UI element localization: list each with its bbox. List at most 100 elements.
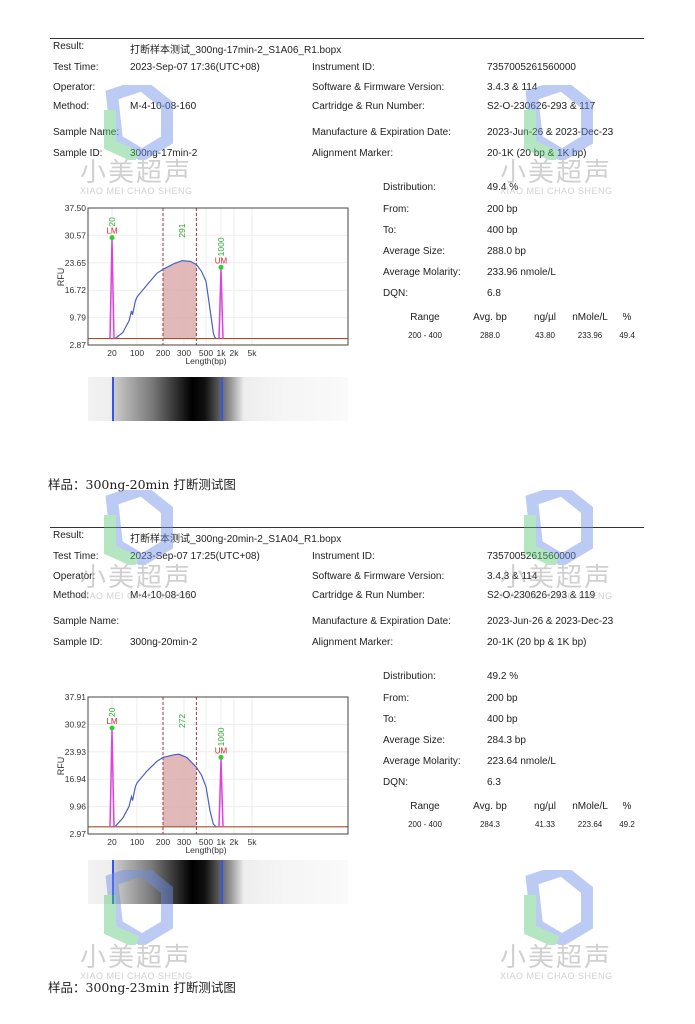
x-tick-label: 5k xyxy=(248,837,258,847)
avg-molarity-value: 223.64 nmole/L xyxy=(487,756,556,767)
report-section: Result: 打断样本测试_300ng-20min-2_S1A04_R1.bop… xyxy=(0,527,695,997)
table-cell: 41.33 xyxy=(534,820,556,829)
marker-size-label: 20 xyxy=(107,707,117,717)
table-cell: 284.3 xyxy=(479,820,501,829)
y-tick-label: 37.50 xyxy=(65,203,87,213)
test-time-value: 2023-Sep-07 17:36(UTC+08) xyxy=(130,62,260,73)
y-tick-label: 2.97 xyxy=(69,829,86,839)
software-label: Software & Firmware Version: xyxy=(312,571,445,582)
result-label: Result: xyxy=(53,41,85,52)
x-axis-label: Length(bp) xyxy=(185,845,226,855)
to-value: 400 bp xyxy=(487,225,518,236)
result-value: 打断样本测试_300ng-20min-2_S1A04_R1.bopx xyxy=(130,534,342,545)
gel-image xyxy=(88,377,348,421)
marker-band xyxy=(112,860,114,904)
x-tick-label: 20 xyxy=(107,837,117,847)
method-value: M-4-10-08-160 xyxy=(130,590,197,601)
software-value: 3.4.3 & 114 xyxy=(487,571,538,582)
marker-size-label: 1000 xyxy=(216,237,226,256)
sample-name-label: Sample Name: xyxy=(53,127,120,138)
x-tick-label: 2k xyxy=(230,348,240,358)
table-header: Range xyxy=(410,312,440,323)
method-label: Method: xyxy=(53,101,90,112)
alignment-value: 20-1K (20 bp & 1K bp) xyxy=(487,637,587,648)
x-tick-label: 500 xyxy=(199,348,213,358)
divider xyxy=(50,38,644,39)
y-tick-label: 9.96 xyxy=(69,802,86,812)
marker-label: UM xyxy=(215,746,228,755)
x-axis-label: Length(bp) xyxy=(185,356,226,366)
table-header: nMole/L xyxy=(572,801,608,812)
table-header: Range xyxy=(410,801,440,812)
sample-id-value: 300ng-20min-2 xyxy=(130,637,198,648)
cartridge-value: S2-O-230626-293 & 119 xyxy=(487,590,596,601)
plot-frame xyxy=(87,207,349,346)
from-value: 200 bp xyxy=(487,204,518,215)
x-tick-label: 200 xyxy=(156,348,170,358)
x-tick-label: 100 xyxy=(130,348,144,358)
peak-size-label: 291 xyxy=(177,223,187,237)
table-header: nMole/L xyxy=(572,312,608,323)
result-label: Result: xyxy=(53,530,85,541)
sample-curve xyxy=(115,260,217,340)
from-label: From: xyxy=(383,204,410,215)
operator-label: Operator: xyxy=(53,571,96,582)
sample-curve xyxy=(115,753,217,828)
avg-size-label: Average Size: xyxy=(383,246,446,257)
table-cell: 49.4 xyxy=(619,331,635,340)
distribution-label: Distribution: xyxy=(383,671,436,682)
table-cell: 43.80 xyxy=(534,331,556,340)
x-tick-label: 20 xyxy=(107,348,117,358)
table-cell: 223.64 xyxy=(577,820,603,829)
electropherogram-chart: 37.9130.9223.9316.949.962.97LM20UM100027… xyxy=(56,692,349,855)
x-tick-label: 200 xyxy=(156,837,170,847)
table-header: Avg. bp xyxy=(473,801,507,812)
selected-region xyxy=(163,260,197,339)
from-label: From: xyxy=(383,693,410,704)
marker-size-label: 20 xyxy=(107,217,117,227)
distribution-value: 49.2 % xyxy=(487,671,519,682)
y-axis-label: RFU xyxy=(56,268,66,287)
cartridge-label: Cartridge & Run Number: xyxy=(312,590,425,601)
table-cell: 200 - 400 xyxy=(408,820,442,829)
alignment-value: 20-1K (20 bp & 1K bp) xyxy=(487,148,587,159)
instrument-id-label: Instrument ID: xyxy=(312,551,375,562)
electropherogram-chart: 37.5030.5723.6516.729.792.87LM20UM100029… xyxy=(56,203,349,366)
dqn-label: DQN: xyxy=(383,288,408,299)
instrument-id-value: 7357005261560000 xyxy=(487,551,576,562)
table-header: ng/µl xyxy=(534,312,556,323)
dqn-value: 6.3 xyxy=(487,777,501,788)
dqn-label: DQN: xyxy=(383,777,408,788)
to-label: To: xyxy=(383,714,397,725)
manufacture-label: Manufacture & Expiration Date: xyxy=(312,127,451,138)
marker-dot xyxy=(218,264,224,270)
table-cell: 200 - 400 xyxy=(408,331,442,340)
test-time-label: Test Time: xyxy=(53,551,99,562)
marker-band xyxy=(221,377,223,421)
from-value: 200 bp xyxy=(487,693,518,704)
table-cell: 288.0 xyxy=(479,331,501,340)
software-label: Software & Firmware Version: xyxy=(312,82,445,93)
y-tick-label: 23.65 xyxy=(65,258,87,268)
x-tick-label: 1k xyxy=(217,837,227,847)
table-header: % xyxy=(622,312,632,323)
table-cell: 49.2 xyxy=(619,820,635,829)
avg-size-value: 284.3 bp xyxy=(487,735,526,746)
dqn-value: 6.8 xyxy=(487,288,501,299)
avg-molarity-label: Average Molarity: xyxy=(383,267,461,278)
y-tick-label: 23.93 xyxy=(65,747,87,757)
y-tick-label: 37.91 xyxy=(65,692,87,702)
x-tick-label: 100 xyxy=(130,837,144,847)
avg-molarity-value: 233.96 nmole/L xyxy=(487,267,556,278)
result-value: 打断样本测试_300ng-17min-2_S1A06_R1.bopx xyxy=(130,45,342,56)
table-cell: 233.96 xyxy=(577,331,603,340)
avg-size-value: 288.0 bp xyxy=(487,246,526,257)
to-value: 400 bp xyxy=(487,714,518,725)
table-header: Avg. bp xyxy=(473,312,507,323)
distribution-value: 49.4 % xyxy=(487,182,519,193)
sample-id-value: 300ng-17min-2 xyxy=(130,148,198,159)
test-time-value: 2023-Sep-07 17:25(UTC+08) xyxy=(130,551,260,562)
report-section: Result: 打断样本测试_300ng-17min-2_S1A06_R1.bop… xyxy=(0,38,695,508)
y-tick-label: 16.94 xyxy=(65,774,87,784)
sample-name-label: Sample Name: xyxy=(53,616,120,627)
